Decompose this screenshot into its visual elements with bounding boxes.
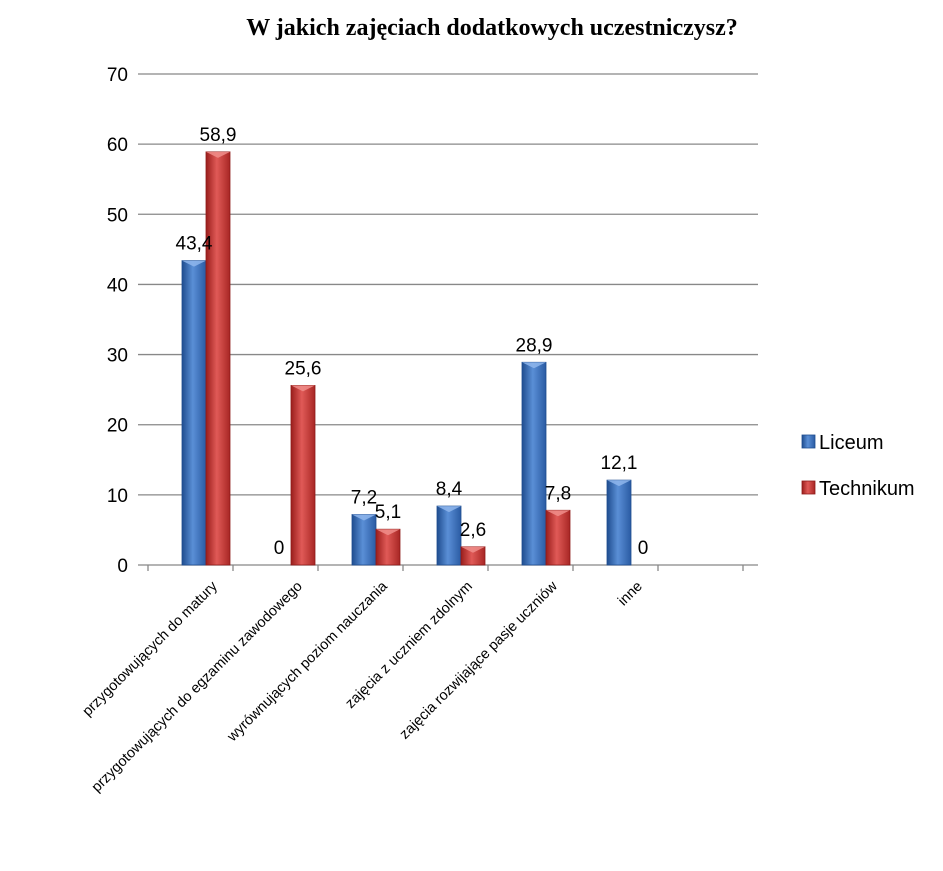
- chart-title: W jakich zajęciach dodatkowych uczestnic…: [246, 15, 738, 41]
- bar-bevel: [461, 546, 485, 553]
- bars: [181, 151, 632, 566]
- bar-liceum: [436, 505, 462, 566]
- data-label: 7,8: [545, 483, 571, 504]
- data-label: 12,1: [601, 453, 638, 474]
- x-tick-label: zajęcia rozwijające pasje uczniów: [397, 578, 561, 742]
- x-tick-label: inne: [615, 579, 646, 610]
- bar-technikum: [205, 151, 231, 566]
- bar-bevel: [546, 510, 570, 517]
- y-tick-label: 60: [107, 135, 128, 156]
- bar-technikum: [545, 509, 571, 566]
- legend-label: Technikum: [819, 478, 915, 500]
- category-labels: przygotowujących do maturyprzygotowujący…: [80, 578, 646, 796]
- data-label: 5,1: [375, 502, 401, 523]
- data-labels: 43,4 58,9 0 25,6 7,25,1 8,4 2,6 28,9 7,8 12,1 0: [176, 125, 649, 559]
- legend-swatch-technikum: [801, 480, 816, 495]
- data-label: 0: [638, 538, 649, 559]
- data-label: 8,4: [436, 479, 463, 500]
- bar-bevel: [206, 151, 230, 158]
- legend: Liceum Technikum: [801, 432, 915, 500]
- bar-bevel: [291, 385, 315, 392]
- y-tick-label: 40: [107, 275, 128, 296]
- x-tick-label: przygotowujących do matury: [80, 578, 222, 720]
- y-tick-label: 70: [107, 65, 128, 86]
- y-tick-label: 50: [107, 205, 128, 226]
- axes: 0 10 20 30 40 50 60 70: [107, 65, 758, 577]
- y-tick-label: 20: [107, 416, 128, 437]
- data-label: 28,9: [516, 335, 553, 356]
- bar-bevel: [607, 480, 631, 487]
- y-tick-label: 0: [117, 556, 128, 577]
- bar-bevel: [522, 362, 546, 369]
- gridlines: [138, 73, 758, 496]
- bar-liceum: [181, 260, 207, 566]
- legend-label: Liceum: [819, 432, 883, 454]
- y-tick-label: 30: [107, 346, 128, 367]
- bar-bevel: [437, 506, 461, 513]
- bar-bevel: [352, 514, 376, 521]
- data-label: 58,9: [200, 125, 237, 146]
- data-label: 43,4: [176, 234, 213, 255]
- y-tick-label: 10: [107, 486, 128, 507]
- bar-bevel: [182, 260, 206, 267]
- bar-liceum: [351, 514, 377, 566]
- bar-liceum: [606, 479, 632, 566]
- data-label: 2,6: [460, 520, 486, 541]
- data-label: 7,2: [351, 487, 377, 508]
- data-label: 0: [274, 538, 285, 559]
- x-tick-label: wyrównujących poziom nauczania: [224, 578, 392, 746]
- legend-swatch-liceum: [801, 434, 816, 449]
- bar-technikum: [290, 385, 316, 566]
- data-label: 25,6: [285, 358, 322, 379]
- bar-bevel: [376, 529, 400, 536]
- bar-liceum: [521, 361, 547, 566]
